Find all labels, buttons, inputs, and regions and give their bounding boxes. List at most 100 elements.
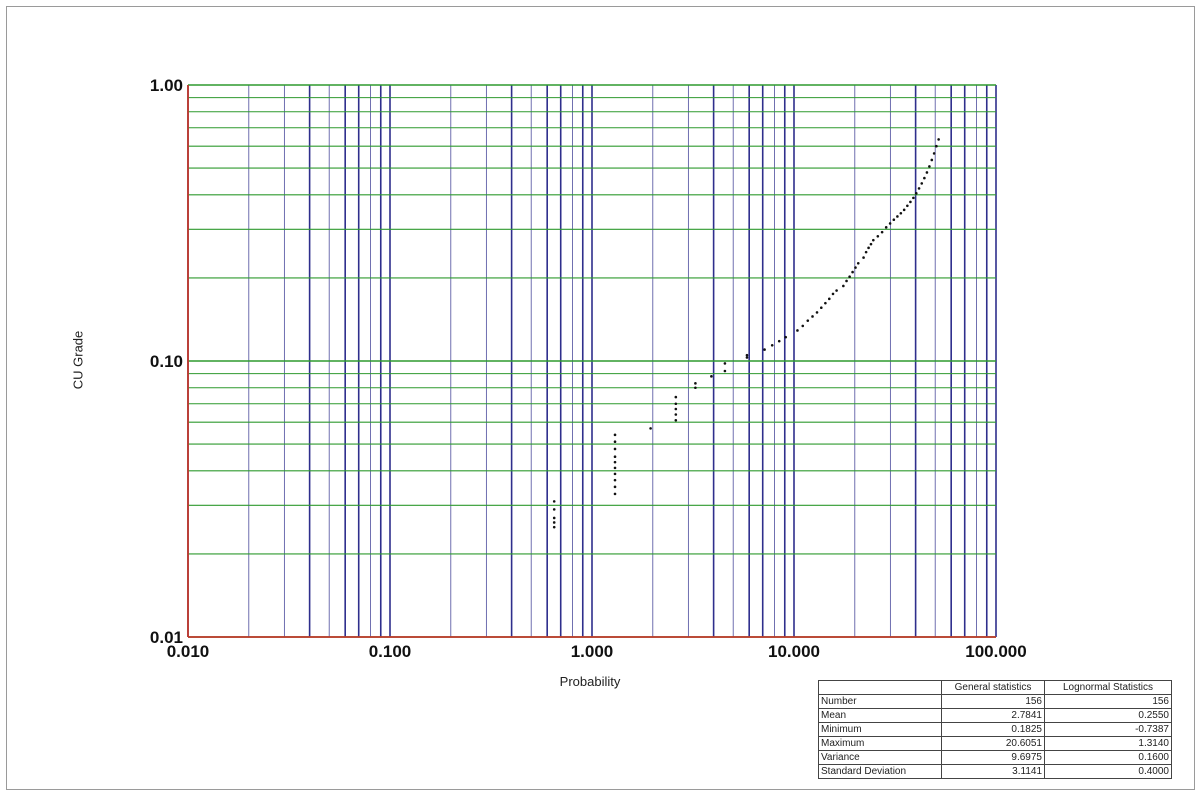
y-tick-label: 0.01 [150,628,183,647]
axes [187,85,996,638]
table-cell: Minimum [818,722,942,737]
chart-frame [6,6,1195,790]
data-point [912,196,915,200]
data-point [694,386,697,390]
data-point [613,433,617,437]
data-point [914,192,918,195]
data-point [552,508,556,511]
data-point [923,176,926,180]
table-header-row: General statistics Lognormal Statistics [818,680,1172,695]
data-point [552,521,556,524]
data-point [864,250,868,254]
table-cell: 0.1825 [941,722,1045,737]
data-point [745,356,749,359]
data-point [613,478,617,482]
data-point [906,204,909,208]
data-point [613,440,617,444]
data-point [917,187,921,190]
data-points [552,138,940,529]
table-cell: 3.1141 [941,764,1045,779]
table-cell: -0.7387 [1044,722,1172,737]
data-point [932,152,936,155]
data-point [827,297,831,301]
data-point [613,492,617,496]
table-header-cell [818,680,942,695]
tick-labels: 0.010 0.100 1.000 10.000 100.000 0.01 0.10 1.00 [150,76,1027,661]
data-point [552,525,556,529]
table-cell: 0.2550 [1044,708,1172,723]
data-point [552,516,556,520]
x-tick-label: 10.000 [768,642,820,661]
data-point [896,215,899,218]
table-cell: Variance [818,750,942,765]
data-point [831,292,835,296]
data-point [876,235,880,238]
data-point [880,230,884,234]
data-point [884,226,888,229]
data-point [770,343,774,347]
table-row: Variance 9.6975 0.1600 [818,750,1172,765]
y-tick-label: 0.10 [150,352,183,371]
data-point [872,238,875,242]
data-point [613,447,617,451]
data-point [902,208,906,212]
table-row: Maximum 20.6051 1.3140 [818,736,1172,751]
data-point [796,329,799,332]
data-point [710,375,713,378]
data-point [815,311,819,314]
table-header-cell: Lognormal Statistics [1044,680,1172,695]
data-point [819,306,823,309]
x-tick-label: 0.010 [167,642,210,661]
data-point [613,460,617,464]
data-point [552,500,556,503]
data-point [723,362,727,365]
table-cell: 156 [1044,694,1172,709]
table-cell: Mean [818,708,942,723]
data-point [674,413,678,416]
table-cell: 1.3140 [1044,736,1172,751]
table-row: Mean 2.7841 0.2550 [818,708,1172,723]
table-cell: 0.4000 [1044,764,1172,779]
data-point [937,138,940,141]
data-point [674,395,678,399]
x-tick-label: 100.000 [965,642,1026,661]
data-point [848,275,851,279]
table-header-cell: General statistics [941,680,1045,695]
data-point [888,222,892,225]
table-cell: 9.6975 [941,750,1045,765]
data-point [801,324,805,328]
table-cell: 20.6051 [941,736,1045,751]
data-point [851,270,854,274]
data-point [935,144,938,148]
x-tick-label: 1.000 [571,642,614,661]
data-point [835,289,838,292]
data-point [613,485,617,489]
data-point [854,266,857,269]
data-point [928,165,931,168]
data-point [909,200,912,204]
data-point [613,472,617,476]
data-point [674,402,678,406]
data-point [811,315,814,318]
data-point [824,301,827,305]
data-point [920,182,924,185]
y-axis-label: CU Grade [70,330,86,390]
data-point [930,158,934,162]
data-point [613,455,617,459]
statistics-table: General statistics Lognormal Statistics Nu… [818,680,1172,779]
data-point [649,427,652,430]
horizontal-gridlines [188,84,996,638]
table-cell: 156 [941,694,1045,709]
table-row: Standard Deviation 3.1141 0.4000 [818,764,1172,779]
data-point [856,261,860,265]
x-axis-label: Probability [559,674,621,689]
table-row: Number 156 156 [818,694,1172,709]
table-cell: Standard Deviation [818,764,942,779]
table-cell: Number [818,694,942,709]
data-point [745,353,749,357]
data-point [892,218,896,222]
data-point [784,335,788,339]
x-tick-label: 0.100 [369,642,412,661]
data-point [763,348,766,351]
